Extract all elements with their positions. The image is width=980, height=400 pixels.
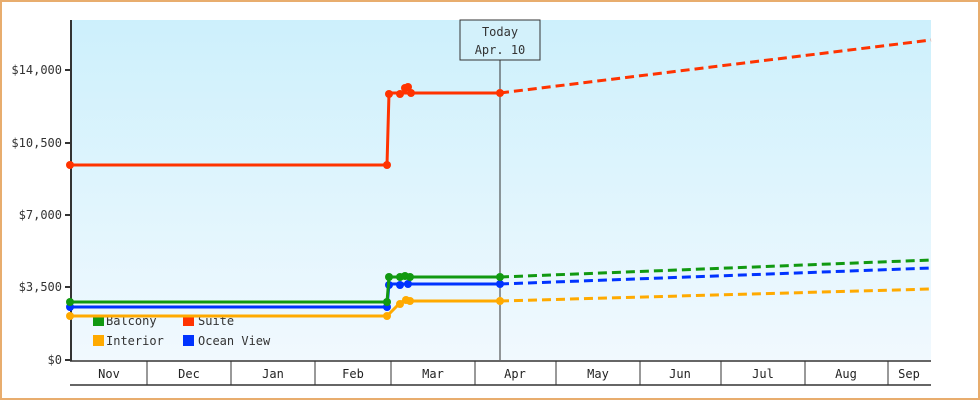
- month-label: Apr: [504, 367, 526, 381]
- today-date: Apr. 10: [475, 43, 526, 57]
- today-marker: Today Apr. 10: [459, 19, 541, 360]
- legend-swatch-interior: [93, 335, 104, 346]
- y-tick-label: $10,500: [11, 136, 62, 150]
- y-ticks: $0 $3,500 $7,000 $10,500 $14,000: [11, 63, 71, 367]
- legend-swatch-ocean-view: [183, 335, 194, 346]
- series-interior: [66, 287, 932, 320]
- month-label: Jul: [752, 367, 774, 381]
- legend-swatch-balcony: [93, 315, 104, 326]
- x-axis: Nov Dec Jan Feb Mar Apr May Jun Jul Aug …: [70, 360, 931, 386]
- month-label: Aug: [835, 367, 857, 381]
- month-label: May: [587, 367, 609, 381]
- month-label: Mar: [422, 367, 444, 381]
- today-label: Today: [482, 25, 518, 39]
- month-label: Feb: [342, 367, 364, 381]
- legend-label-ocean-view: Ocean View: [198, 334, 271, 348]
- month-label: Nov: [98, 367, 120, 381]
- y-tick-label: $14,000: [11, 63, 62, 77]
- legend-label-interior: Interior: [106, 334, 164, 348]
- month-label: Dec: [178, 367, 200, 381]
- y-tick-label: $3,500: [19, 280, 62, 294]
- y-tick-label: $7,000: [19, 208, 62, 222]
- y-tick-label: $0: [48, 353, 62, 367]
- month-label: Jan: [262, 367, 284, 381]
- month-label: Jun: [669, 367, 691, 381]
- series-suite: [66, 38, 932, 169]
- series-balcony: [66, 258, 932, 306]
- legend-swatch-suite: [183, 315, 194, 326]
- month-label: Sep: [898, 367, 920, 381]
